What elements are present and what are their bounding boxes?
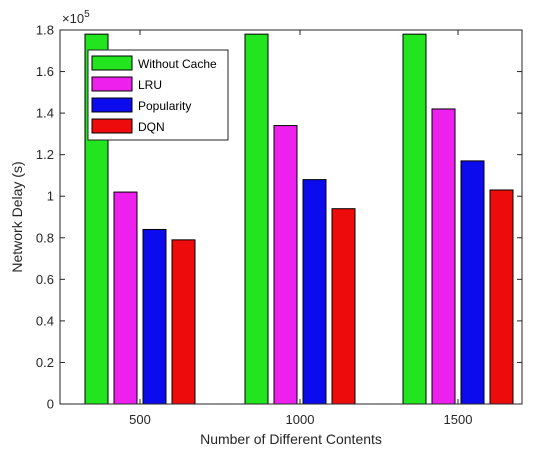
bar-without-cache-1000 [244, 33, 269, 405]
legend: Without Cache LRU Popularity DQN [87, 49, 229, 141]
y-axis-exponent: ×105 [62, 9, 90, 26]
legend-swatch [91, 118, 133, 134]
x-tick-label: 500 [129, 412, 151, 427]
y-tick-label: 0.2 [36, 355, 54, 370]
bar-popularity-1500 [460, 160, 485, 405]
y-axis-exponent-power: 5 [84, 9, 90, 20]
bar-dqn-1000 [331, 208, 356, 405]
legend-label: Without Cache [138, 57, 217, 71]
plot-frame [59, 29, 523, 405]
bar-without-cache-1500 [402, 33, 427, 405]
y-axis-exponent-base: ×10 [62, 11, 84, 26]
bar-lru-1500 [431, 108, 456, 405]
x-tick-label: 1500 [444, 412, 473, 427]
bar-dqn-1500 [489, 189, 514, 405]
y-tick-label: 1.4 [36, 106, 54, 121]
x-axis-ticks: 500 1000 1500 [129, 30, 472, 427]
legend-label: DQN [138, 120, 165, 134]
legend-swatch [91, 55, 133, 71]
bar-dqn-500 [171, 239, 196, 405]
bars-layer [84, 33, 514, 405]
y-axis-label: Network Delay (s) [9, 161, 25, 272]
y-tick-label: 1.6 [36, 64, 54, 79]
legend-swatch [91, 97, 133, 113]
y-tick-label: 1.2 [36, 147, 54, 162]
bar-lru-1000 [273, 125, 298, 405]
legend-label: Popularity [138, 99, 191, 113]
y-tick-label: 1.8 [36, 23, 54, 38]
legend-swatch [91, 76, 133, 92]
bar-lru-500 [113, 191, 138, 405]
y-tick-label: 0.6 [36, 272, 54, 287]
bar-popularity-500 [142, 228, 167, 405]
x-axis-label: Number of Different Contents [200, 431, 382, 447]
y-tick-label: 0 [47, 397, 54, 412]
x-tick-label: 1000 [286, 412, 315, 427]
y-axis-ticks: 0 0.2 0.4 0.6 0.8 1 1.2 1.4 1.6 1.8 [36, 23, 522, 412]
y-tick-label: 1 [47, 189, 54, 204]
bar-popularity-1000 [302, 179, 327, 405]
legend-label: LRU [138, 78, 162, 92]
y-tick-label: 0.4 [36, 313, 54, 328]
y-tick-label: 0.8 [36, 230, 54, 245]
